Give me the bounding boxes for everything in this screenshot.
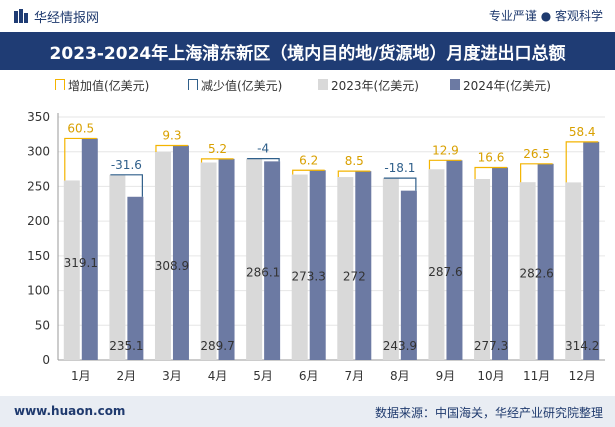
x-tick-label: 8月 xyxy=(390,369,410,383)
brand-name: 华经情报网 xyxy=(34,11,100,26)
bar-2023 xyxy=(565,182,582,360)
decrease-bracket xyxy=(110,174,143,197)
change-label: 58.4 xyxy=(569,125,596,139)
x-tick-label: 11月 xyxy=(523,369,550,383)
change-label: 12.9 xyxy=(432,143,459,157)
bar-2024 xyxy=(172,145,189,360)
value-label-2024: 287.6 xyxy=(428,265,462,279)
bar-2023 xyxy=(474,178,491,360)
value-label-2024: 273.3 xyxy=(292,269,326,283)
top-bar: 华经情报网 专业严谨 ● 客观科学 xyxy=(0,0,615,32)
x-tick-label: 9月 xyxy=(436,369,456,383)
change-label: 5.2 xyxy=(208,142,227,156)
change-label: 60.5 xyxy=(67,121,94,135)
legend-increase-swatch xyxy=(55,79,65,90)
legend-2023-label: 2023年(亿美元) xyxy=(331,79,419,93)
value-label-2024: 243.9 xyxy=(383,339,417,353)
x-tick-label: 12月 xyxy=(569,369,596,383)
y-tick-label: 350 xyxy=(27,110,50,124)
x-tick-label: 10月 xyxy=(477,369,504,383)
bar-2024 xyxy=(309,170,326,360)
legend-decrease-swatch xyxy=(188,79,198,90)
value-label-2024: 272 xyxy=(343,270,366,284)
increase-bracket xyxy=(474,166,508,179)
change-label: -4 xyxy=(257,142,269,156)
value-label-2024: 289.7 xyxy=(200,339,234,353)
bar-2024 xyxy=(264,161,281,360)
bar-2023 xyxy=(200,162,217,360)
bar-2023 xyxy=(428,169,445,360)
value-label-2024: 308.9 xyxy=(155,259,189,273)
bar-2023 xyxy=(382,178,399,360)
y-tick-label: 50 xyxy=(35,318,50,332)
tagline: 专业严谨 ● 客观科学 xyxy=(488,9,603,23)
bar-2024 xyxy=(355,171,372,360)
x-tick-label: 3月 xyxy=(162,369,182,383)
increase-bracket xyxy=(200,158,234,163)
bar-2023 xyxy=(337,177,354,360)
site-url: www.huaon.com xyxy=(14,404,126,418)
increase-bracket xyxy=(64,137,97,181)
change-label: 26.5 xyxy=(523,147,550,161)
value-label-2024: 235.1 xyxy=(109,339,143,353)
legend-increase-label: 增加值(亿美元) xyxy=(68,79,150,93)
y-tick-label: 250 xyxy=(27,179,50,193)
bar-2024 xyxy=(446,160,463,360)
bar-2023 xyxy=(63,180,80,360)
bar-2024 xyxy=(537,163,554,360)
x-tick-label: 1月 xyxy=(71,369,91,383)
x-tick-label: 5月 xyxy=(253,369,273,383)
increase-bracket xyxy=(337,170,371,178)
decrease-bracket xyxy=(383,177,417,191)
value-label-2024: 319.1 xyxy=(64,256,98,270)
x-tick-label: 7月 xyxy=(344,369,364,383)
legend-2023-swatch xyxy=(318,79,328,90)
change-label: 16.6 xyxy=(478,150,505,164)
data-source: 数据来源：中国海关，华经产业研究院整理 xyxy=(374,406,603,420)
change-label: -18.1 xyxy=(384,161,415,175)
legend-decrease-label: 减少值(亿美元) xyxy=(201,79,283,93)
legend-2024-swatch xyxy=(450,79,460,90)
brand-logo-icon xyxy=(14,9,28,23)
increase-bracket xyxy=(155,144,188,152)
bar-chart: 0 50 100 150 200 250 300 350 60.5 319.1 1月 -31.6 235… xyxy=(27,110,605,383)
increase-bracket xyxy=(428,159,462,170)
increase-bracket xyxy=(565,141,599,183)
legend-2024-label: 2024年(亿美元) xyxy=(463,79,551,93)
value-label-2024: 286.1 xyxy=(246,266,280,280)
y-tick-label: 0 xyxy=(42,353,50,367)
increase-bracket xyxy=(520,163,553,183)
x-tick-label: 6月 xyxy=(299,369,319,383)
bar-2024 xyxy=(492,167,509,360)
legend: 增加值(亿美元) 减少值(亿美元) 2023年(亿美元) 2024年(亿美元) xyxy=(0,74,615,96)
bar-2023 xyxy=(291,174,308,360)
value-label-2024: 314.2 xyxy=(565,339,599,353)
bar-2024 xyxy=(583,141,600,360)
chart-title: 2023-2024年上海浦东新区（境内目的地/货源地）月度进出口总额 xyxy=(49,44,566,64)
y-tick-label: 100 xyxy=(27,284,50,298)
y-tick-label: 300 xyxy=(27,145,50,159)
decrease-bracket xyxy=(247,157,280,162)
bar-2024 xyxy=(81,138,98,360)
bar-2024 xyxy=(400,190,417,360)
y-tick-label: 150 xyxy=(27,249,50,263)
title-bar: 2023-2024年上海浦东新区（境内目的地/货源地）月度进出口总额 xyxy=(0,32,615,70)
bar-2023 xyxy=(154,151,171,360)
bar-2023 xyxy=(109,174,126,360)
change-label: 8.5 xyxy=(345,154,364,168)
value-label-2024: 282.6 xyxy=(519,267,553,281)
bar-2024 xyxy=(127,196,144,360)
change-label: 9.3 xyxy=(162,129,181,143)
x-tick-label: 4月 xyxy=(208,369,228,383)
x-tick-label: 2月 xyxy=(117,369,137,383)
y-tick-label: 200 xyxy=(27,214,50,228)
change-label: 6.2 xyxy=(299,153,318,167)
value-label-2024: 277.3 xyxy=(474,339,508,353)
footer-bar: www.huaon.com 数据来源：中国海关，华经产业研究院整理 xyxy=(0,396,615,427)
change-label: -31.6 xyxy=(111,158,142,172)
bar-2024 xyxy=(218,158,235,360)
increase-bracket xyxy=(292,169,325,175)
bar-2023 xyxy=(519,182,536,360)
bar-2023 xyxy=(246,158,263,360)
